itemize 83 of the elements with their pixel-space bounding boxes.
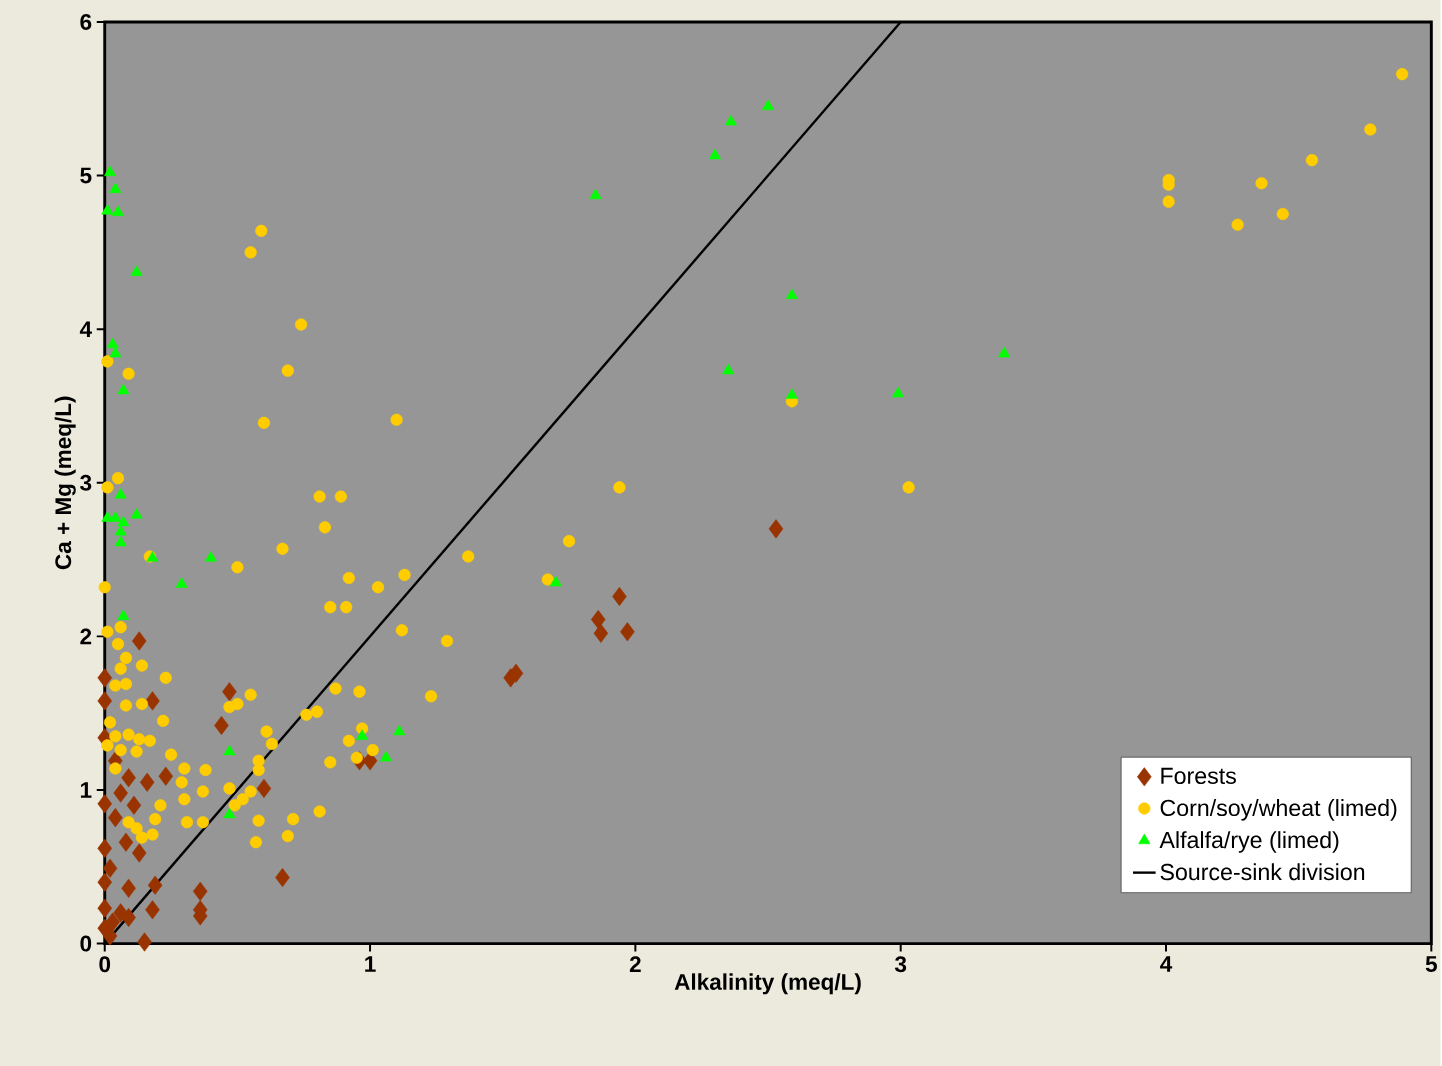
- point: [393, 724, 406, 736]
- x-tick-label: 5: [1425, 956, 1437, 972]
- point: [223, 744, 236, 756]
- point: [130, 508, 143, 519]
- point: [97, 668, 112, 688]
- x-tick-label: 2: [629, 956, 641, 972]
- y-tick-label: 3: [80, 474, 92, 491]
- point: [108, 808, 123, 828]
- x-tick-label: 3: [894, 956, 907, 973]
- y-tick-label: 5: [80, 167, 92, 184]
- point: [132, 631, 147, 651]
- point: [137, 932, 152, 952]
- point: [118, 832, 134, 852]
- point: [114, 488, 127, 499]
- point: [113, 783, 128, 803]
- legend-label: Forests: [1161, 767, 1236, 785]
- y-tick-label: 0: [80, 935, 92, 952]
- point: [104, 165, 117, 177]
- point: [214, 715, 229, 736]
- point: [379, 750, 392, 762]
- point: [121, 768, 136, 788]
- point: [145, 900, 160, 920]
- point: [762, 99, 775, 111]
- point: [275, 868, 290, 888]
- point: [145, 691, 160, 711]
- point: [109, 511, 122, 522]
- point: [97, 794, 112, 814]
- point: [117, 515, 130, 527]
- point: [722, 363, 735, 375]
- y-tick-label: 1: [80, 782, 92, 798]
- point: [97, 872, 112, 892]
- x-tick-label: 4: [1160, 956, 1173, 972]
- point: [204, 551, 217, 562]
- y-tick-label: 2: [80, 628, 92, 645]
- point: [223, 807, 236, 819]
- point: [117, 383, 130, 395]
- point: [591, 609, 606, 630]
- x-axis-title: Alkalinity (meq/L): [674, 973, 861, 995]
- point: [139, 772, 155, 792]
- point: [589, 188, 602, 200]
- point: [612, 586, 627, 606]
- point: [126, 795, 142, 815]
- point: [114, 535, 127, 547]
- point: [130, 265, 143, 276]
- point: [158, 766, 173, 786]
- y-axis-title: Ca + Mg (meq/L): [54, 396, 76, 570]
- point: [105, 912, 120, 932]
- y-tick-label: 6: [80, 13, 92, 30]
- point: [102, 858, 118, 878]
- point: [114, 525, 127, 536]
- legend-label: Corn/soy/wheat (limed): [1160, 799, 1397, 821]
- point: [106, 337, 119, 349]
- point: [768, 519, 784, 539]
- point: [132, 843, 147, 863]
- point: [593, 623, 609, 643]
- point: [102, 926, 118, 946]
- point: [109, 346, 122, 358]
- point: [620, 622, 635, 642]
- point: [97, 691, 112, 711]
- point: [222, 682, 237, 702]
- point: [97, 838, 112, 858]
- point: [117, 609, 130, 621]
- point: [708, 148, 721, 160]
- legend-label: Source-sink division: [1160, 863, 1365, 881]
- point: [193, 881, 208, 901]
- point: [111, 205, 125, 217]
- legend-label: Alfalfa/rye (limed): [1159, 831, 1339, 853]
- point: [121, 878, 136, 898]
- point: [998, 346, 1011, 358]
- point: [97, 898, 112, 918]
- point: [256, 778, 272, 799]
- point: [101, 204, 114, 215]
- point: [724, 114, 737, 126]
- point: [785, 288, 798, 299]
- point: [121, 907, 136, 928]
- point: [109, 182, 122, 193]
- point: [892, 386, 905, 398]
- x-tick-label: 0: [99, 956, 111, 973]
- y-tick-label: 4: [79, 321, 92, 337]
- x-tick-label: 1: [365, 956, 376, 972]
- point: [147, 875, 163, 895]
- point: [175, 577, 188, 588]
- point: [508, 663, 524, 683]
